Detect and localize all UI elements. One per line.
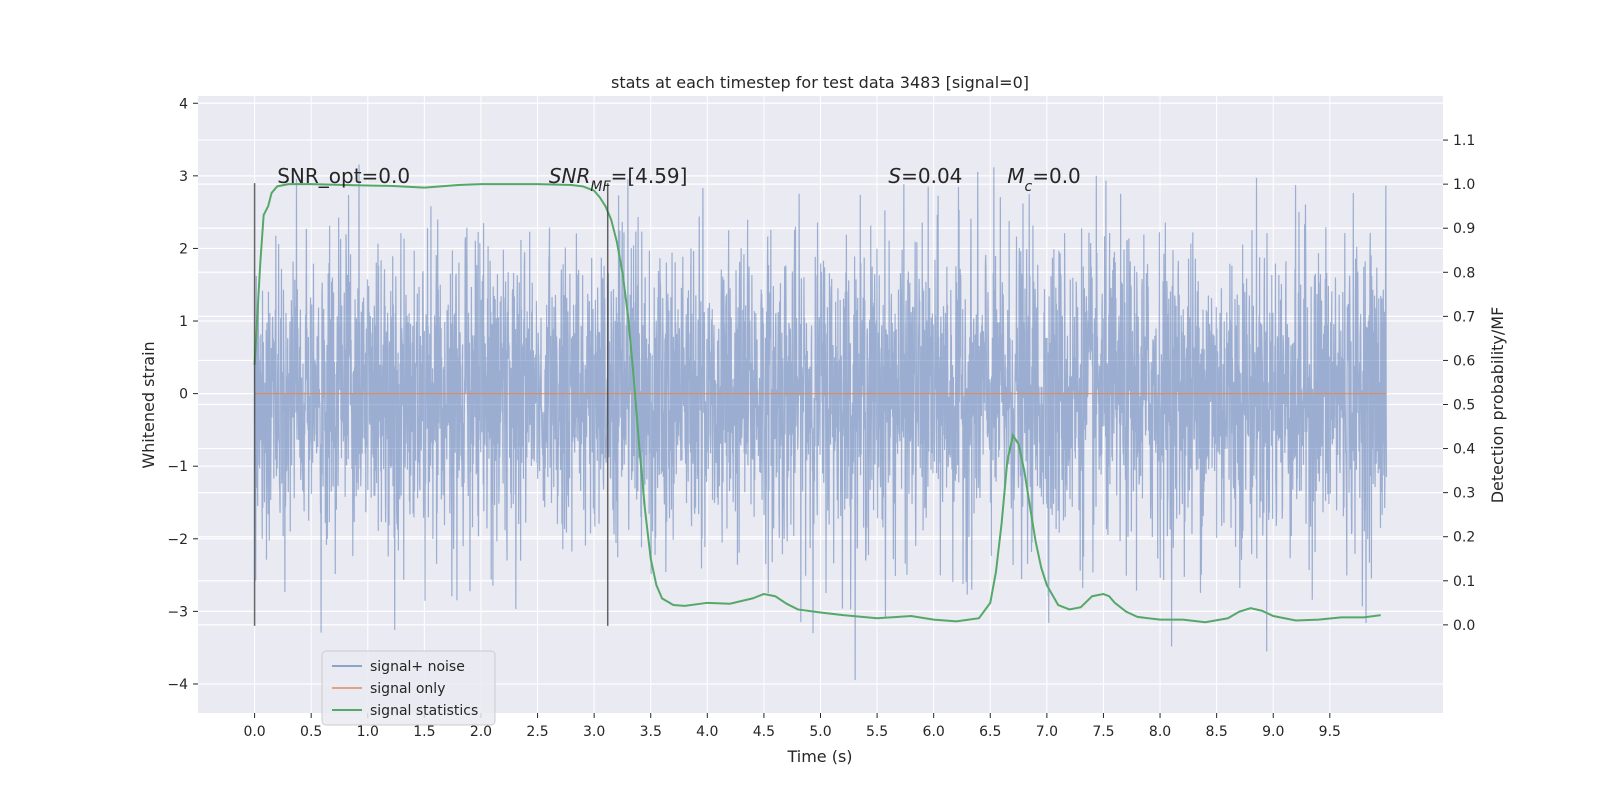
x-axis-ticks: 0.0 0.5 1.0 1.5 2.0 2.5 3.0 3.5 4.0 4.5 5.0 5.5 6.0 6… xyxy=(243,713,1341,740)
x-tick-label: 0.0 xyxy=(243,724,265,740)
x-tick-label: 0.5 xyxy=(300,724,322,740)
y-tick-label: −4 xyxy=(167,677,188,693)
y-axis-ticks: 4 3 2 1 0 −1 −2 −3 −4 xyxy=(167,96,198,693)
y-right-tick-label: 0.9 xyxy=(1453,221,1475,237)
x-tick-label: 7.0 xyxy=(1036,724,1058,740)
x-tick-label: 2.0 xyxy=(470,724,492,740)
noise-line xyxy=(253,164,1388,681)
y-tick-label: −3 xyxy=(167,604,188,620)
x-tick-label: 9.0 xyxy=(1262,724,1284,740)
x-tick-label: 3.0 xyxy=(583,724,605,740)
y-right-axis-ticks: 1.1 1.0 0.9 0.8 0.7 0.6 0.5 0.4 0.3 0.2 0.1 0.0 xyxy=(1443,133,1475,634)
x-tick-label: 1.0 xyxy=(357,724,379,740)
x-tick-label: 3.5 xyxy=(640,724,662,740)
legend-label: signal+ noise xyxy=(370,659,465,675)
x-tick-label: 4.0 xyxy=(696,724,718,740)
chart-title: stats at each timestep for test data 348… xyxy=(611,73,1029,92)
annotation-text: SNRMF=[4.59] xyxy=(549,164,688,195)
x-tick-label: 8.0 xyxy=(1149,724,1171,740)
y-right-tick-label: 1.1 xyxy=(1453,133,1475,149)
y-right-tick-label: 0.6 xyxy=(1453,353,1475,369)
annotation-text: S=0.04 xyxy=(888,164,962,188)
y-tick-label: 0 xyxy=(179,387,188,403)
x-tick-label: 9.5 xyxy=(1319,724,1341,740)
legend-label: signal statistics xyxy=(370,703,478,719)
x-tick-label: 8.5 xyxy=(1206,724,1228,740)
legend-box xyxy=(321,650,496,726)
x-tick-label: 5.0 xyxy=(809,724,831,740)
annotation-text: SNR_opt=0.0 xyxy=(277,164,410,188)
x-tick-label: 6.0 xyxy=(923,724,945,740)
x-tick-label: 1.5 xyxy=(413,724,435,740)
legend: signal+ noise signal only signal statistic… xyxy=(321,650,496,726)
y-right-tick-label: 0.0 xyxy=(1453,618,1475,634)
y-axis-label: Whitened strain xyxy=(139,341,158,468)
signal-statistics-line xyxy=(253,183,1381,624)
annotation-text: Mc=0.0 xyxy=(1007,164,1081,195)
y-tick-label: −1 xyxy=(167,459,188,475)
y-tick-label: −2 xyxy=(167,532,188,548)
y-tick-label: 3 xyxy=(179,169,188,185)
y-tick-label: 2 xyxy=(179,241,188,257)
y-right-tick-label: 1.0 xyxy=(1453,177,1475,193)
vertical-markers xyxy=(253,183,609,626)
line-series xyxy=(253,183,1387,624)
y-right-tick-label: 0.7 xyxy=(1453,309,1475,325)
y-right-tick-label: 0.2 xyxy=(1453,530,1475,546)
y-right-tick-label: 0.3 xyxy=(1453,486,1475,502)
x-tick-label: 5.5 xyxy=(866,724,888,740)
y-tick-label: 4 xyxy=(179,96,188,112)
x-tick-label: 6.5 xyxy=(979,724,1001,740)
noise-series xyxy=(253,164,1388,681)
annotations: SNR_opt=0.0 SNRMF=[4.59] S=0.04 Mc=0.0 xyxy=(277,164,1081,195)
y-tick-label: 1 xyxy=(179,314,188,330)
y-right-tick-label: 0.1 xyxy=(1453,574,1475,590)
x-axis-label: Time (s) xyxy=(786,747,852,766)
y-right-tick-label: 0.5 xyxy=(1453,398,1475,414)
x-tick-label: 4.5 xyxy=(753,724,775,740)
legend-label: signal only xyxy=(370,681,445,697)
x-tick-label: 2.5 xyxy=(526,724,548,740)
y-right-axis-label: Detection probability/MF xyxy=(1488,307,1507,504)
y-right-tick-label: 0.4 xyxy=(1453,442,1475,458)
x-tick-label: 7.5 xyxy=(1092,724,1114,740)
y-right-tick-label: 0.8 xyxy=(1453,265,1475,281)
